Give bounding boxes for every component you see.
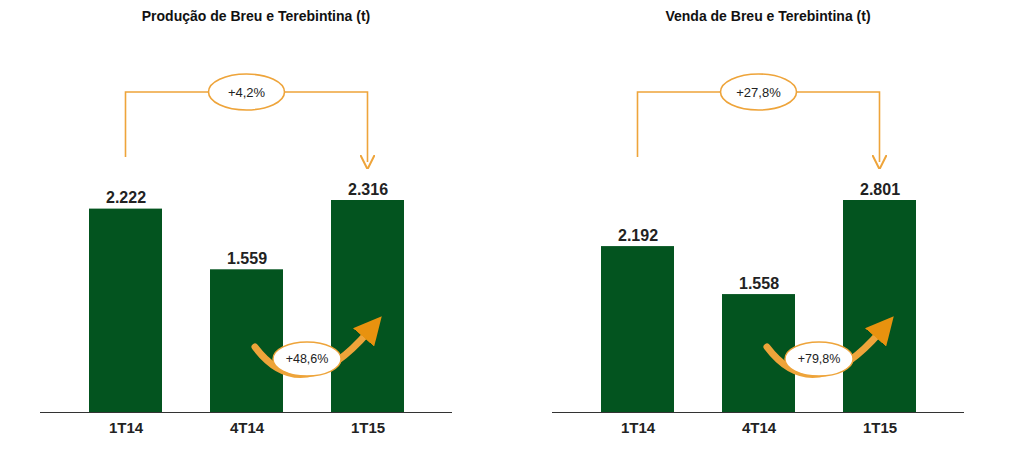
svg-text:1.558: 1.558 [739, 275, 779, 292]
svg-text:+4,2%: +4,2% [228, 85, 266, 100]
svg-text:1.559: 1.559 [227, 250, 267, 267]
svg-text:1T15: 1T15 [351, 419, 385, 436]
svg-text:4T14: 4T14 [742, 419, 777, 436]
html-text:Venda de Breu e Terebintina (t: Venda de Breu e Terebintina (t) [665, 8, 871, 24]
svg-text:2.316: 2.316 [348, 181, 388, 198]
svg-text:2.192: 2.192 [618, 227, 658, 244]
svg-text:+27,8%: +27,8% [736, 85, 781, 100]
svg-text:+48,6%: +48,6% [286, 352, 329, 366]
svg-text:2.222: 2.222 [106, 189, 146, 206]
html-text:Produção de Breu e Terebintina: Produção de Breu e Terebintina (t) [141, 8, 371, 24]
svg-text:2.801: 2.801 [860, 181, 900, 198]
svg-text:1T14: 1T14 [621, 419, 656, 436]
svg-text:1T15: 1T15 [863, 419, 897, 436]
svg-text:+79,8%: +79,8% [798, 352, 841, 366]
svg-text:4T14: 4T14 [230, 419, 265, 436]
svg-text:1T14: 1T14 [109, 419, 144, 436]
